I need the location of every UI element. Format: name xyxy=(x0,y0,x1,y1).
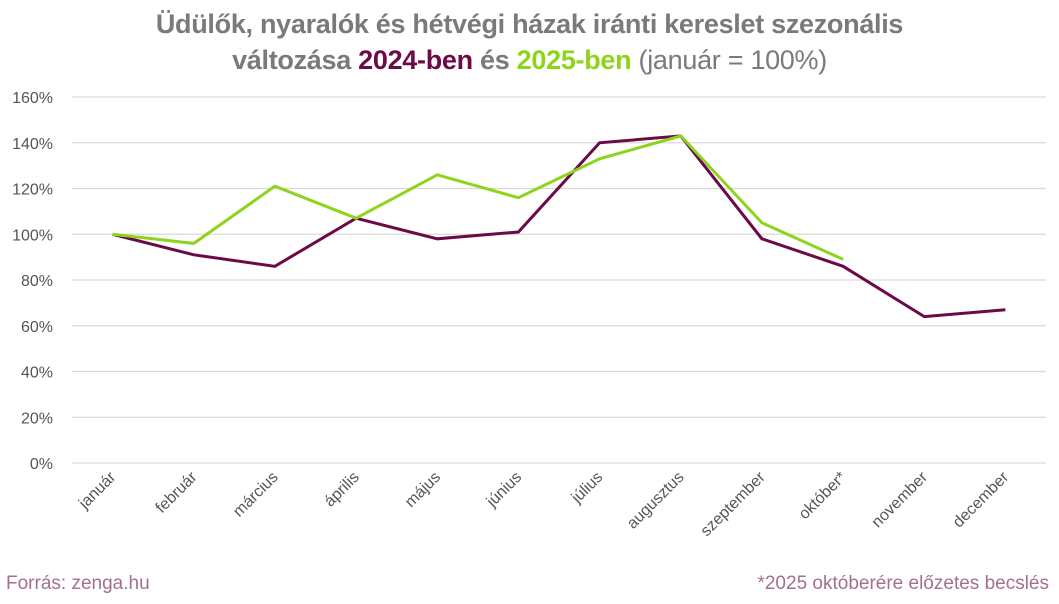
title-line-1: Üdülők, nyaralók és hétvégi házak iránti… xyxy=(155,9,904,39)
chart-title: Üdülők, nyaralók és hétvégi házak iránti… xyxy=(0,6,1059,78)
x-axis-labels: január február március április május június jú… xyxy=(75,468,1012,540)
gridlines xyxy=(72,96,1046,464)
x-tick-label: augusztus xyxy=(624,469,688,533)
source-note: Forrás: zenga.hu xyxy=(6,573,150,594)
x-tick-label: április xyxy=(321,469,363,511)
y-tick-label: 0% xyxy=(30,456,53,473)
title-mid: és xyxy=(472,45,517,75)
footnote: *2025 októberére előzetes becslés xyxy=(757,573,1049,594)
y-tick-label: 120% xyxy=(12,182,53,199)
y-tick-label: 100% xyxy=(12,227,53,244)
x-tick-label: március xyxy=(230,469,282,521)
x-tick-label: november xyxy=(869,468,932,531)
y-tick-label: 60% xyxy=(21,319,53,336)
x-tick-label: szeptember xyxy=(698,468,770,540)
title-line-2: változása 2024-ben és 2025-ben (január =… xyxy=(0,42,1059,78)
series-line-2025 xyxy=(112,134,844,261)
x-tick-label: július xyxy=(568,469,607,508)
x-tick-label: október* xyxy=(796,469,850,523)
x-tick-label: február xyxy=(153,468,201,516)
y-tick-label: 160% xyxy=(12,90,53,107)
x-tick-label: december xyxy=(950,468,1013,531)
title-year-2025: 2025-ben xyxy=(516,45,632,75)
y-tick-label: 40% xyxy=(21,365,53,382)
title-prefix: változása xyxy=(232,45,359,75)
y-tick-label: 80% xyxy=(21,273,53,290)
series-lines xyxy=(112,134,1006,319)
title-suffix: (január = 100%) xyxy=(631,45,828,75)
y-tick-label: 20% xyxy=(21,410,53,427)
x-tick-label: január xyxy=(75,468,120,513)
y-axis-labels: 0% 20% 40% 60% 80% 100% 120% 140% 160% xyxy=(12,90,53,473)
x-tick-label: május xyxy=(402,469,444,511)
title-year-2024: 2024-ben xyxy=(358,45,473,75)
y-tick-label: 140% xyxy=(12,136,53,153)
series-line-2024 xyxy=(112,134,1006,319)
x-tick-label: június xyxy=(483,469,525,511)
